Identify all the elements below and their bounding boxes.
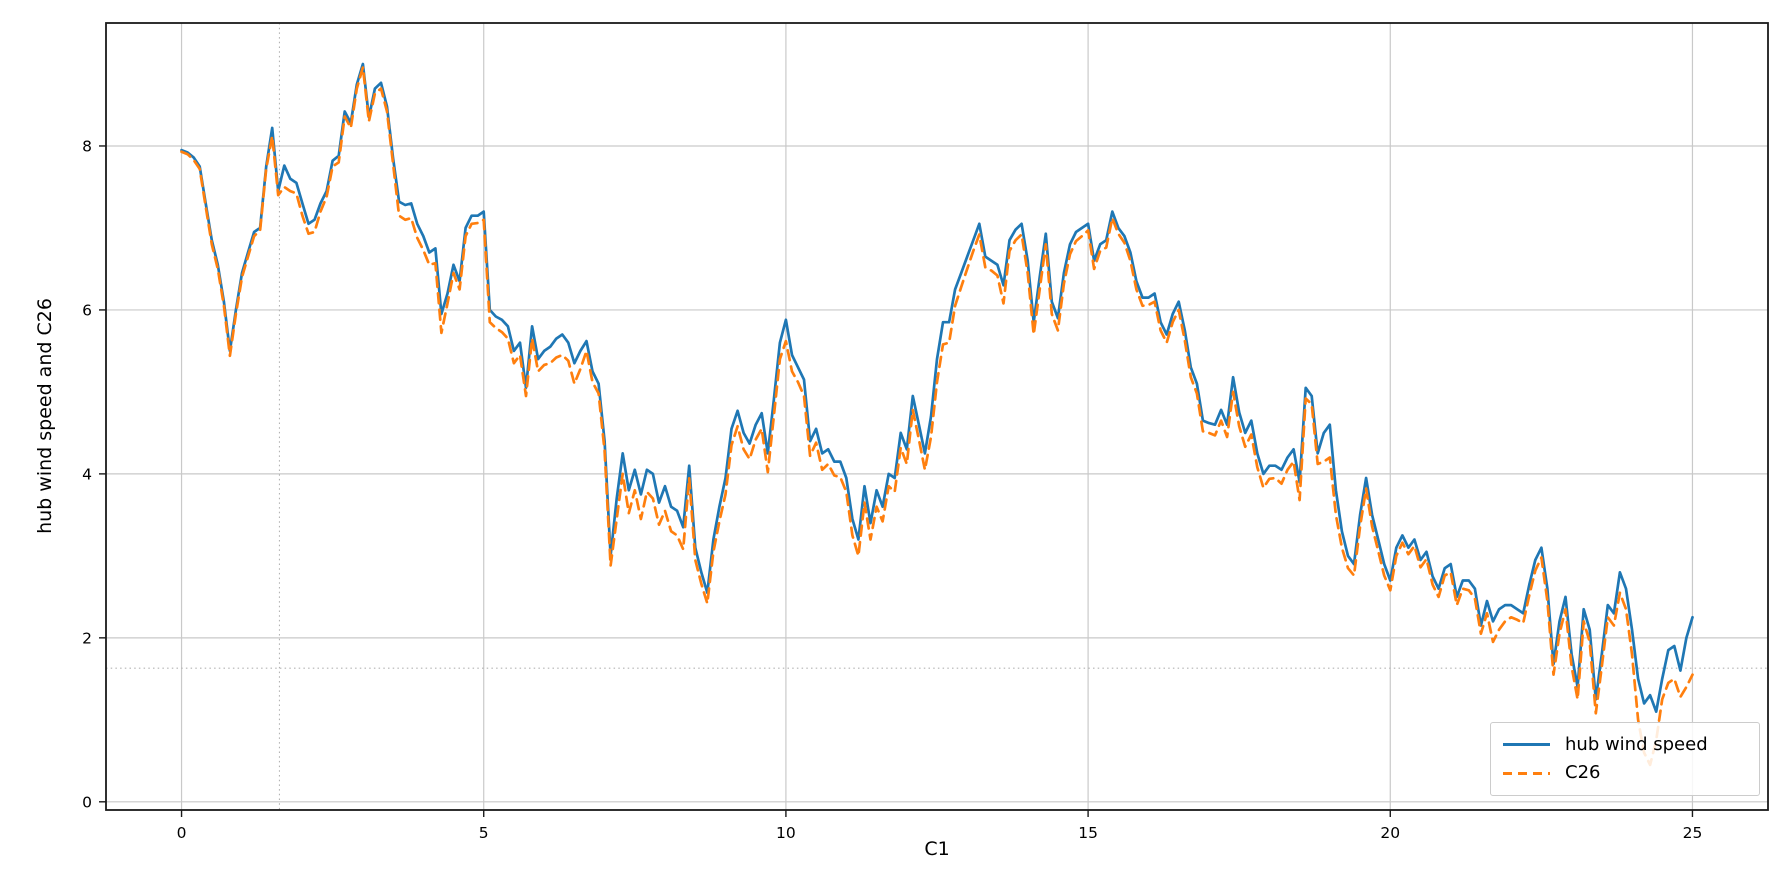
x-axis-label: C1 (924, 838, 950, 860)
legend-line-sample-solid-icon (1503, 743, 1550, 747)
legend-line-sample-dashed-icon (1503, 771, 1550, 775)
legend-label: C26 (1565, 762, 1601, 784)
series-line-hub-wind-speed (180, 62, 1694, 713)
series-line-C26 (180, 65, 1694, 767)
x-tick-label: 10 (776, 824, 796, 842)
legend-item-c26: C26 (1503, 762, 1747, 784)
legend: hub wind speed C26 (1490, 722, 1760, 796)
axes-frame (105, 22, 1769, 811)
y-tick-label: 0 (82, 793, 92, 811)
axis-ticks: 0 5 10 15 20 25 0 2 4 6 8 (82, 137, 1702, 842)
y-tick-label: 2 (82, 629, 92, 647)
y-axis-label: hub wind speed and C26 (34, 298, 56, 534)
legend-item-hub-wind-speed: hub wind speed (1503, 734, 1747, 756)
crosshair-guide-lines (106, 23, 1768, 810)
y-tick-label: 6 (82, 301, 92, 319)
y-tick-label: 8 (82, 137, 92, 155)
legend-label: hub wind speed (1565, 733, 1708, 755)
x-tick-label: 15 (1078, 824, 1098, 842)
x-tick-label: 20 (1380, 824, 1400, 842)
x-tick-label: 25 (1683, 824, 1703, 842)
y-tick-label: 4 (82, 465, 92, 483)
x-tick-label: 0 (177, 824, 187, 842)
x-tick-label: 5 (479, 824, 489, 842)
data-series (180, 62, 1694, 767)
grid-lines (106, 23, 1768, 810)
